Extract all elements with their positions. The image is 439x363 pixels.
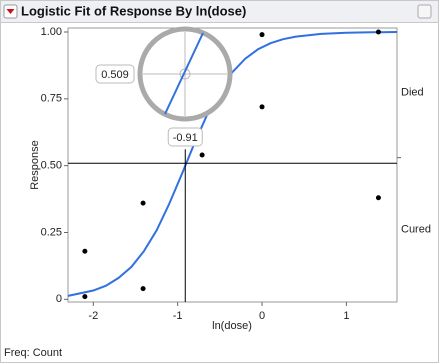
y-tick-label: 0.75 bbox=[41, 93, 62, 105]
red-triangle bbox=[6, 9, 15, 14]
data-point bbox=[140, 286, 146, 292]
x-tick-label: -2 bbox=[88, 310, 98, 322]
x-tick-label: 1 bbox=[343, 310, 349, 322]
crosshair-x-label: -0.91 bbox=[173, 132, 198, 144]
y-tick-label: 0.25 bbox=[41, 226, 62, 238]
data-point bbox=[259, 104, 265, 110]
y-tick-label: 0 bbox=[56, 293, 62, 305]
data-point bbox=[375, 29, 381, 35]
y-tick-label: 1.00 bbox=[41, 26, 62, 38]
chart-title: Logistic Fit of Response By ln(dose) bbox=[21, 3, 246, 18]
y-axis-label: Response bbox=[29, 140, 41, 190]
data-point bbox=[199, 152, 205, 158]
magnifier-center bbox=[179, 68, 191, 80]
crosshair-y-label: 0.509 bbox=[101, 69, 129, 81]
magnifier-curve bbox=[164, 32, 204, 115]
y-tick-label: 0.50 bbox=[41, 160, 62, 172]
crosshair-y-box bbox=[95, 64, 135, 84]
x-tick-label: 0 bbox=[259, 310, 265, 322]
data-point bbox=[259, 32, 265, 38]
data-point bbox=[375, 195, 381, 201]
x-axis-label: ln(dose) bbox=[212, 320, 252, 332]
region-label: Died bbox=[401, 87, 424, 99]
data-point bbox=[82, 294, 88, 300]
x-tick-label: -1 bbox=[173, 310, 183, 322]
close-icon[interactable] bbox=[417, 4, 432, 19]
footer: Freq: Count bbox=[4, 347, 62, 359]
data-point bbox=[82, 248, 88, 254]
data-point bbox=[140, 200, 146, 206]
crosshair-x-box bbox=[167, 127, 203, 147]
region-label: Cured bbox=[401, 224, 431, 236]
